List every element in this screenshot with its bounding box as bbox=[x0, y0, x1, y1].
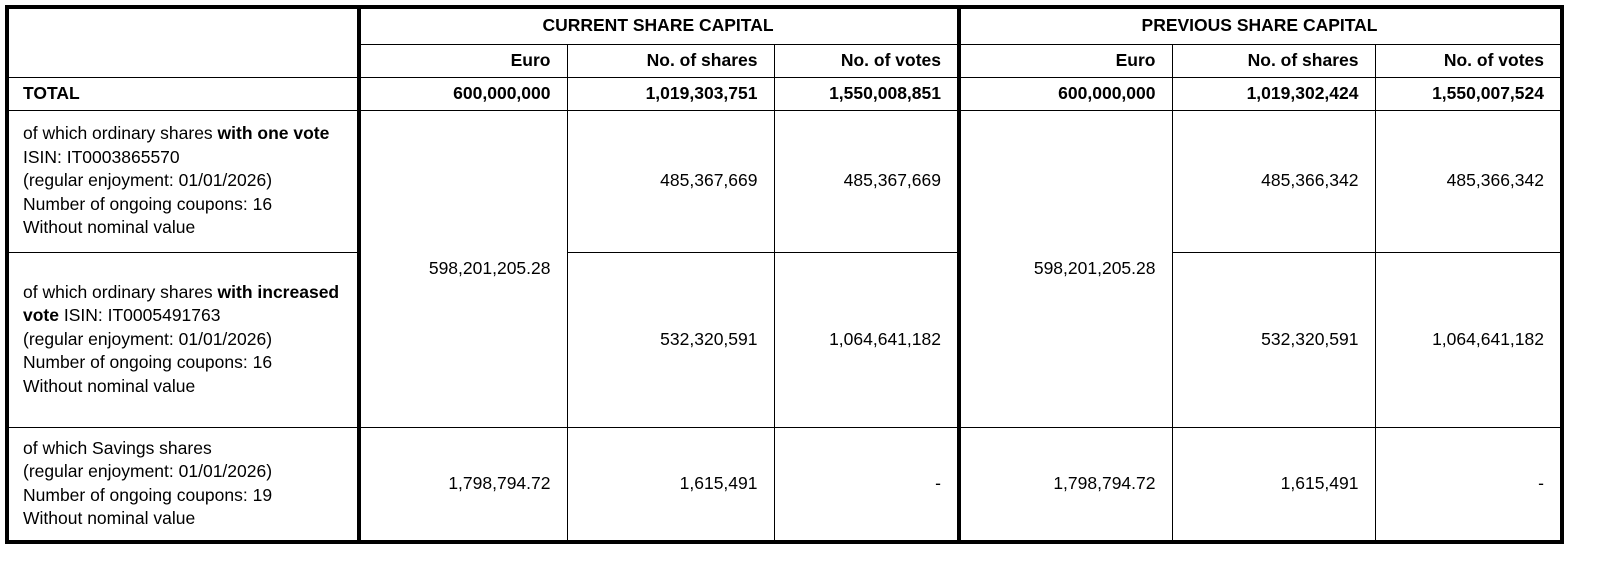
header-row-columns: Euro No. of shares No. of votes Euro No.… bbox=[7, 43, 1564, 78]
votes-current: 1,064,641,182 bbox=[773, 251, 961, 428]
shares-previous: 532,320,591 bbox=[1171, 251, 1376, 428]
total-shares-current: 1,019,303,751 bbox=[566, 76, 775, 111]
total-euro-previous: 600,000,000 bbox=[958, 76, 1173, 111]
ordinary-euro-current: 598,201,205.28 bbox=[358, 109, 568, 428]
total-shares-previous: 1,019,302,424 bbox=[1171, 76, 1376, 111]
share-capital-table: CURRENT SHARE CAPITAL PREVIOUS SHARE CAP… bbox=[5, 5, 1564, 544]
col-header-votes-previous: No. of votes bbox=[1374, 43, 1564, 78]
col-header-euro-previous: Euro bbox=[958, 43, 1173, 78]
col-header-shares-previous: No. of shares bbox=[1171, 43, 1376, 78]
empty-corner-cell bbox=[5, 5, 361, 78]
current-share-capital-header: CURRENT SHARE CAPITAL bbox=[358, 5, 961, 45]
row-label: of which ordinary shares with one vote I… bbox=[5, 109, 361, 253]
euro-previous: 1,798,794.72 bbox=[958, 426, 1173, 544]
votes-current: - bbox=[773, 426, 961, 544]
votes-previous: 485,366,342 bbox=[1374, 109, 1564, 253]
table-row: of which Savings shares (regular enjoyme… bbox=[5, 426, 1564, 544]
total-label: TOTAL bbox=[5, 76, 361, 111]
total-votes-previous: 1,550,007,524 bbox=[1374, 76, 1564, 111]
col-header-shares-current: No. of shares bbox=[566, 43, 775, 78]
votes-previous: - bbox=[1374, 426, 1564, 544]
table-row: of which ordinary shares with one vote I… bbox=[5, 109, 1564, 428]
row-label: of which ordinary shares with increased … bbox=[5, 251, 361, 428]
col-header-votes-current: No. of votes bbox=[773, 43, 961, 78]
votes-current: 485,367,669 bbox=[773, 109, 961, 253]
votes-previous: 1,064,641,182 bbox=[1374, 251, 1564, 428]
shares-current: 532,320,591 bbox=[566, 251, 775, 428]
shares-previous: 485,366,342 bbox=[1171, 109, 1376, 253]
col-header-euro-current: Euro bbox=[358, 43, 568, 78]
total-euro-current: 600,000,000 bbox=[358, 76, 568, 111]
ordinary-euro-previous: 598,201,205.28 bbox=[958, 109, 1173, 428]
euro-current: 1,798,794.72 bbox=[358, 426, 568, 544]
table-row: of which ordinary shares with increased … bbox=[5, 251, 1564, 428]
shares-current: 1,615,491 bbox=[566, 426, 775, 544]
previous-share-capital-header: PREVIOUS SHARE CAPITAL bbox=[958, 5, 1564, 45]
shares-current: 485,367,669 bbox=[566, 109, 775, 253]
row-label: of which Savings shares (regular enjoyme… bbox=[5, 426, 361, 544]
total-row: TOTAL 600,000,000 1,019,303,751 1,550,00… bbox=[5, 76, 1564, 111]
header-row-groups: CURRENT SHARE CAPITAL PREVIOUS SHARE CAP… bbox=[5, 5, 1564, 78]
shares-previous: 1,615,491 bbox=[1171, 426, 1376, 544]
total-votes-current: 1,550,008,851 bbox=[773, 76, 961, 111]
